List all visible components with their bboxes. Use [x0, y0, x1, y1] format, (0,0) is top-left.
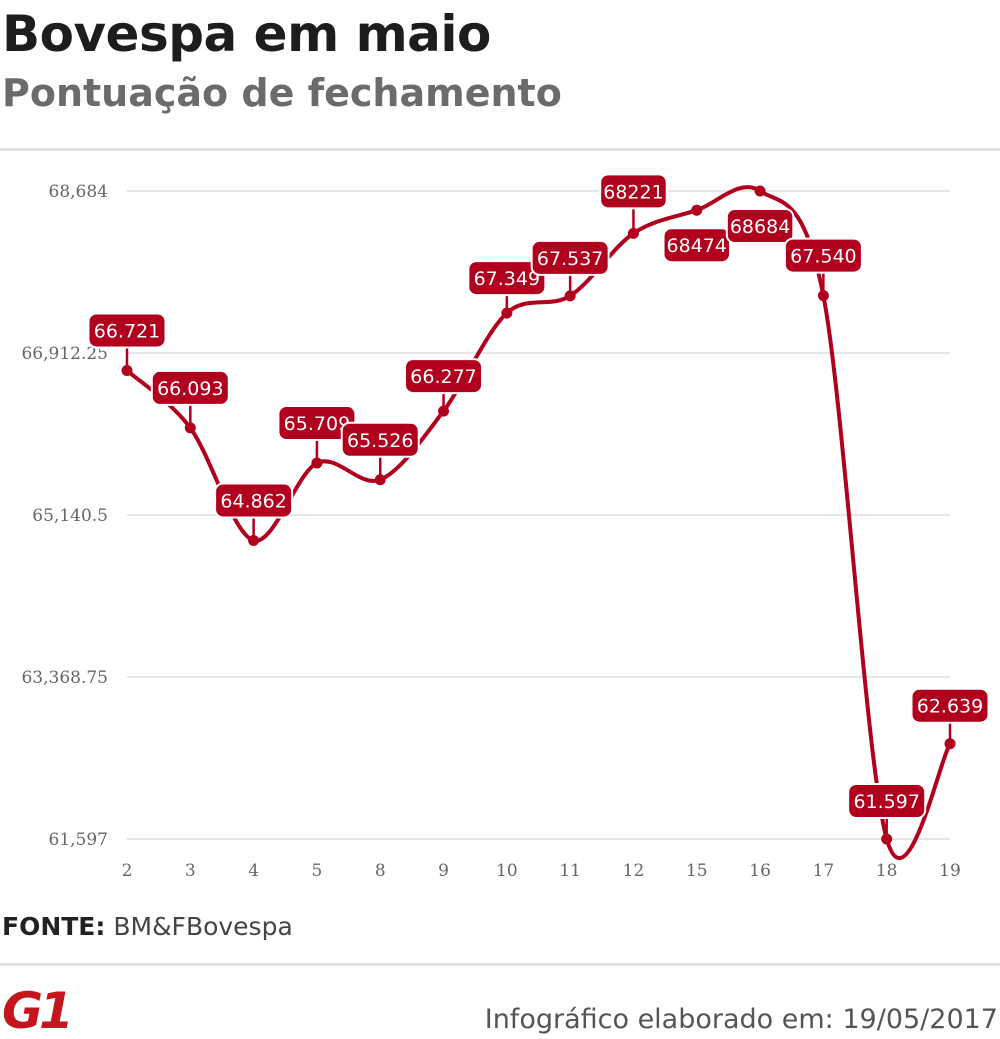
top-divider	[0, 148, 1000, 151]
source-label: FONTE:	[2, 912, 106, 941]
x-tick-label: 5	[312, 861, 323, 881]
data-label: 66.277	[404, 358, 484, 408]
x-tick-label: 19	[939, 861, 961, 881]
data-label: 65.526	[340, 421, 420, 476]
x-tick-label: 9	[438, 861, 449, 881]
data-label: 68221	[599, 173, 668, 230]
data-label: 67.540	[783, 237, 863, 292]
g1-logo: G1	[2, 984, 68, 1032]
x-tick-label: 10	[496, 861, 518, 881]
data-point	[691, 204, 703, 216]
y-tick-label: 66,912.25	[21, 344, 108, 364]
svg-text:64.862: 64.862	[220, 490, 286, 512]
data-point	[627, 227, 639, 239]
svg-text:65.526: 65.526	[347, 430, 413, 452]
data-label: 68474	[662, 227, 732, 264]
x-axis-ticks: 2 3 4 5 8 9 10 11 12 15 16 17 18 19	[122, 861, 961, 881]
bottom-divider	[0, 963, 1000, 966]
data-points	[121, 185, 956, 845]
data-point	[817, 290, 829, 302]
data-point	[311, 457, 323, 469]
y-tick-label: 65,140.5	[32, 506, 108, 526]
chart-title: Bovespa em maio	[2, 5, 491, 63]
x-tick-label: 4	[248, 861, 259, 881]
svg-text:67.537: 67.537	[537, 248, 603, 270]
x-tick-label: 11	[559, 861, 581, 881]
svg-text:68474: 68474	[667, 235, 727, 257]
data-label: 66.093	[150, 369, 230, 424]
x-tick-label: 18	[876, 861, 898, 881]
g1-logo-text: G1	[2, 984, 68, 1032]
x-tick-label: 12	[623, 861, 645, 881]
data-point	[121, 364, 133, 376]
svg-text:62.639: 62.639	[917, 696, 983, 718]
data-point	[501, 307, 513, 319]
x-tick-label: 15	[686, 861, 708, 881]
data-point	[184, 422, 196, 434]
svg-text:68221: 68221	[603, 181, 663, 203]
svg-text:66.277: 66.277	[410, 366, 476, 388]
data-label: 61.597	[847, 783, 927, 835]
data-label: 66.721	[87, 312, 167, 367]
x-tick-label: 17	[813, 861, 835, 881]
series-line	[125, 185, 952, 861]
svg-text:67.540: 67.540	[790, 246, 856, 268]
data-point	[374, 474, 386, 486]
x-tick-label: 16	[749, 861, 771, 881]
svg-text:68684: 68684	[730, 216, 790, 238]
y-tick-label: 61,597	[49, 830, 108, 850]
data-label: 68684	[725, 208, 795, 244]
source-note: FONTE: BM&FBovespa	[2, 912, 293, 941]
svg-text:66.721: 66.721	[94, 320, 160, 342]
svg-text:65.709: 65.709	[284, 413, 350, 435]
footer-note: Infográfico elaborado em: 19/05/2017	[484, 1004, 998, 1035]
data-point	[944, 738, 956, 750]
svg-text:66.093: 66.093	[157, 378, 223, 400]
line-chart: 61,597 63,368.75 65,140.5 66,912.25 68,684 2…	[21, 173, 990, 881]
data-point	[438, 405, 450, 417]
source-value: BM&FBovespa	[113, 912, 293, 941]
x-tick-label: 8	[375, 861, 386, 881]
data-label: 64.862	[214, 482, 294, 537]
x-tick-label: 3	[185, 861, 196, 881]
chart-subtitle: Pontuação de fechamento	[2, 71, 562, 115]
x-tick-label: 2	[122, 861, 133, 881]
y-axis-ticks: 61,597 63,368.75 65,140.5 66,912.25 68,684	[21, 182, 108, 850]
svg-text:61.597: 61.597	[853, 791, 919, 813]
data-label: 67.349	[467, 260, 547, 310]
data-label: 67.537	[530, 239, 610, 292]
y-tick-label: 68,684	[49, 182, 108, 202]
svg-text:67.349: 67.349	[474, 268, 540, 290]
data-point	[248, 534, 260, 546]
data-point	[881, 833, 893, 845]
y-tick-label: 63,368.75	[21, 668, 108, 688]
data-point	[754, 185, 766, 197]
data-label: 65.709	[277, 405, 357, 460]
data-label: 62.639	[910, 687, 990, 740]
data-point	[564, 290, 576, 302]
